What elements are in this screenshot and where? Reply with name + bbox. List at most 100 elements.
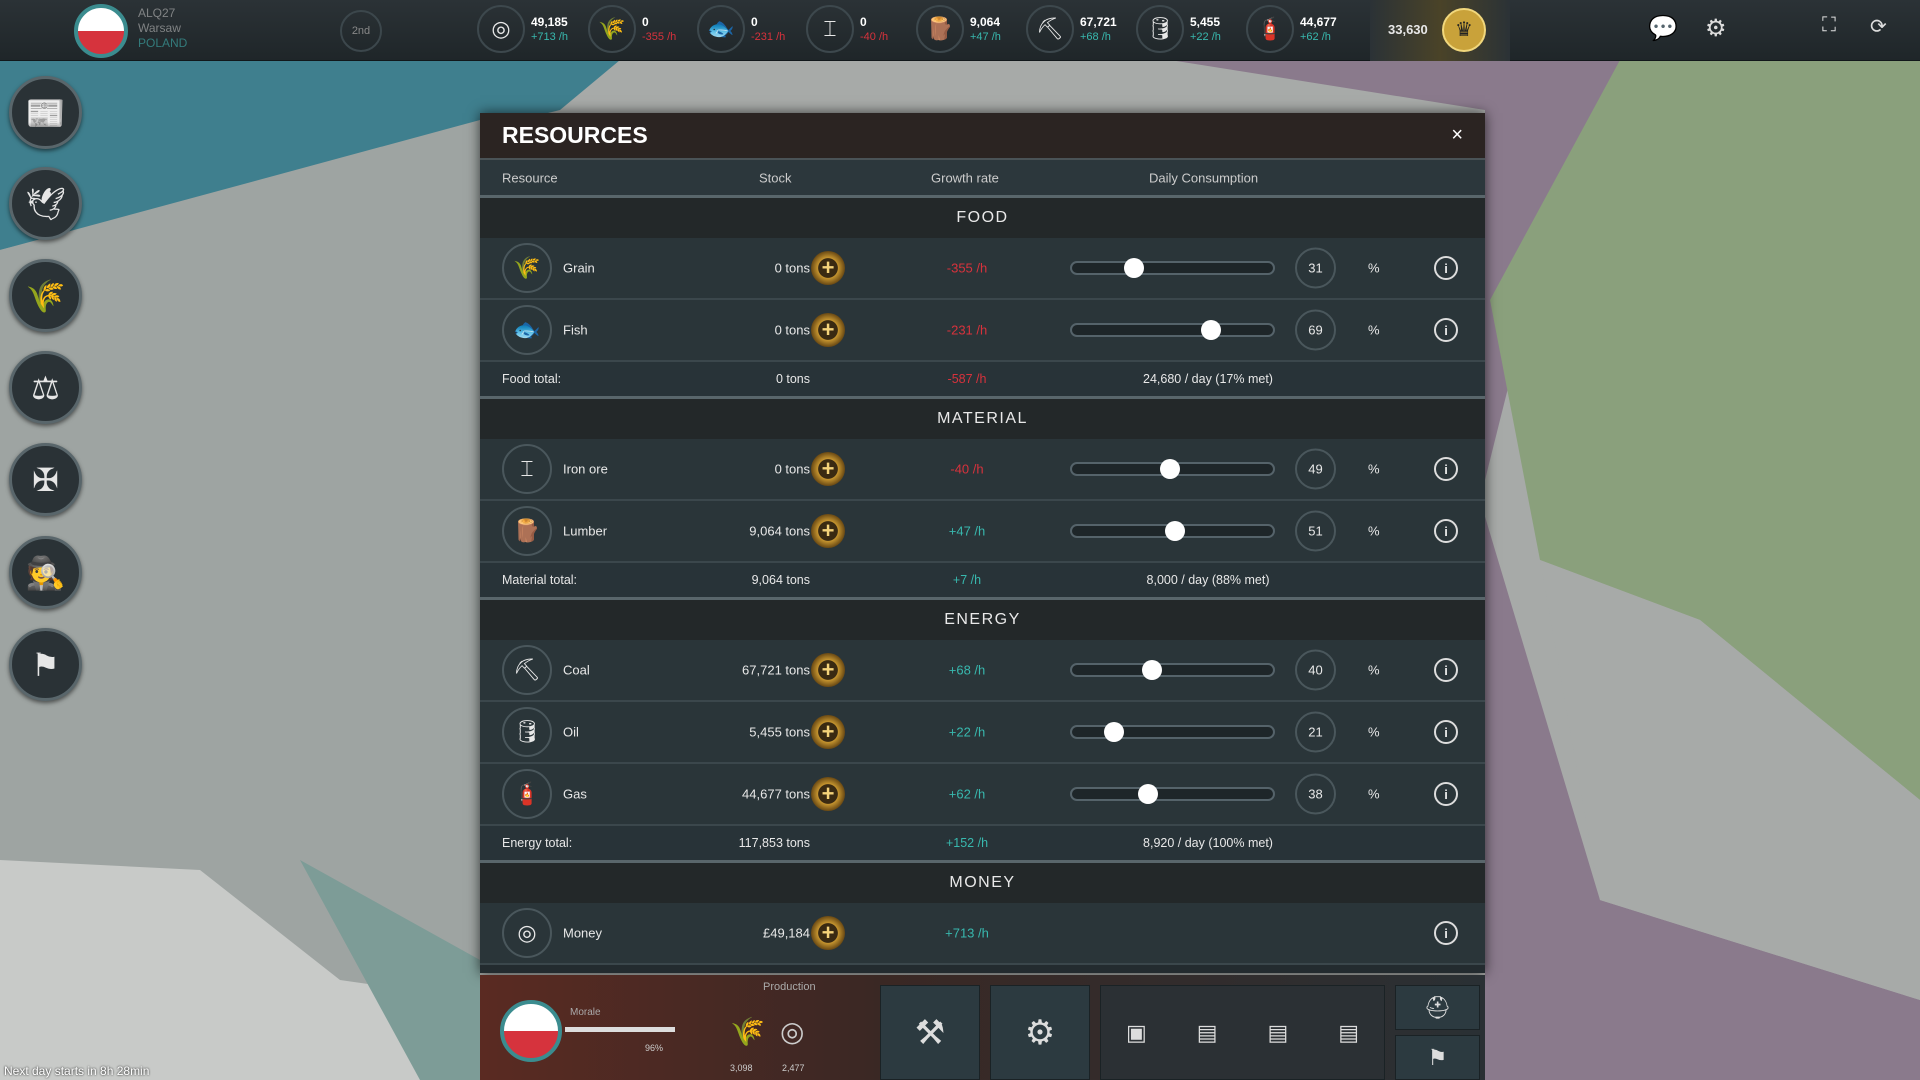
country-flag-avatar[interactable] xyxy=(74,4,128,58)
consumption-slider[interactable] xyxy=(1070,784,1275,804)
close-icon[interactable]: × xyxy=(1451,124,1463,146)
coal-cart-icon: ⛏ xyxy=(502,645,552,695)
research-gear-button[interactable]: ⚙ xyxy=(990,985,1090,1080)
consumption-slider[interactable] xyxy=(1070,459,1275,479)
settings-gear-icon[interactable]: ⚙ xyxy=(1705,15,1727,42)
build-hammer-button[interactable]: ⚒ xyxy=(880,985,980,1080)
notifications-icon[interactable]: 💬 xyxy=(1648,15,1678,42)
percent-sign: % xyxy=(1368,322,1380,338)
add-resource-button[interactable]: + xyxy=(811,916,845,950)
section-total-row: Material total: 9,064 tons +7 /h 8,000 / da… xyxy=(480,563,1485,600)
coins-icon: ◎ xyxy=(477,5,525,53)
grain-icon: 🌾 xyxy=(502,243,552,293)
info-icon[interactable]: i xyxy=(1434,921,1458,945)
topbar-resource-money[interactable]: ◎ 49,185 +713 /h xyxy=(477,5,568,53)
coins-icon: ◎ xyxy=(502,908,552,958)
section-total-row: Energy total: 117,853 tons +152 /h 8,920 / … xyxy=(480,826,1485,863)
slider-handle[interactable] xyxy=(1164,521,1185,541)
consumption-slider[interactable] xyxy=(1070,722,1275,742)
resource-rate: +47 /h xyxy=(970,30,1001,43)
sidebar-map-pin-flag-button[interactable]: ⚑ xyxy=(9,628,82,701)
add-resource-button[interactable]: + xyxy=(811,653,845,687)
info-icon[interactable]: i xyxy=(1434,256,1458,280)
topbar-resource-grain[interactable]: 🌾 0 -355 /h xyxy=(588,5,676,53)
consumption-value[interactable]: 40 xyxy=(1295,649,1336,691)
sidebar-scales-trade-button[interactable]: ⚖ xyxy=(9,351,82,424)
morale-value: 96% xyxy=(645,1043,664,1053)
helmet-button[interactable]: ⛑ xyxy=(1395,985,1480,1030)
resource-readout: 49,185 +713 /h xyxy=(531,15,568,44)
iron-beam-icon: ⌶ xyxy=(502,444,552,494)
unit-queue[interactable]: ▣ ▤ ▤ ▤ xyxy=(1100,985,1385,1080)
resource-readout: 5,455 +22 /h xyxy=(1190,15,1221,44)
sidebar-wheat-economy-button[interactable]: 🌾 xyxy=(9,259,82,332)
flag-button[interactable]: ⚑ xyxy=(1395,1035,1480,1080)
info-icon[interactable]: i xyxy=(1434,782,1458,806)
slider-handle[interactable] xyxy=(1124,258,1145,278)
resource-rate: -40 /h xyxy=(860,30,889,43)
consumption-slider[interactable] xyxy=(1070,521,1275,541)
resource-rate: +68 /h xyxy=(1080,30,1111,43)
add-resource-button[interactable]: + xyxy=(811,251,845,285)
rank-badge[interactable]: 2nd xyxy=(340,10,382,52)
slider-handle[interactable] xyxy=(1142,660,1163,680)
info-icon[interactable]: i xyxy=(1434,457,1458,481)
info-icon[interactable]: i xyxy=(1434,519,1458,543)
slider-handle[interactable] xyxy=(1138,784,1159,804)
sidebar-dove-diplomacy-button[interactable]: 🕊 xyxy=(9,167,82,240)
topbar-resource-lumber[interactable]: 🪵 9,064 +47 /h xyxy=(916,5,1001,53)
fullscreen-icon[interactable]: ⛶ xyxy=(1822,14,1836,36)
resource-readout: 9,064 +47 /h xyxy=(970,15,1001,44)
resource-rate: +22 /h xyxy=(1190,30,1221,43)
player-city: Warsaw xyxy=(138,21,181,35)
resource-readout: 67,721 +68 /h xyxy=(1080,15,1117,44)
topbar-resource-gas[interactable]: 🧯 44,677 +62 /h xyxy=(1246,5,1337,53)
coins-icon: ◎ xyxy=(780,1016,805,1047)
consumption-value[interactable]: 49 xyxy=(1295,448,1336,490)
resource-name: Oil xyxy=(563,724,579,740)
morale-bar xyxy=(565,1027,675,1032)
resource-name: Grain xyxy=(563,260,595,276)
resource-name: Coal xyxy=(563,662,590,678)
sidebar-military-emblem-button[interactable]: ✠ xyxy=(9,443,82,516)
consumption-value[interactable]: 51 xyxy=(1295,510,1336,552)
add-resource-button[interactable]: + xyxy=(811,313,845,347)
consumption-value[interactable]: 38 xyxy=(1295,773,1336,815)
table-header: Resource Stock Growth rate Daily Consump… xyxy=(480,160,1485,198)
info-icon[interactable]: i xyxy=(1434,720,1458,744)
refresh-icon[interactable]: ⟳ xyxy=(1870,16,1887,38)
slider-handle[interactable] xyxy=(1160,459,1181,479)
consumption-slider[interactable] xyxy=(1070,320,1275,340)
slider-handle[interactable] xyxy=(1200,320,1221,340)
consumption-slider[interactable] xyxy=(1070,660,1275,680)
gold-currency[interactable]: 33,630 ♛ xyxy=(1370,0,1510,61)
add-resource-button[interactable]: + xyxy=(811,514,845,548)
grain-icon: 🌾 xyxy=(588,5,636,53)
factory-icon: ▤ xyxy=(1338,1019,1360,1045)
resource-value: 0 xyxy=(860,14,867,29)
add-resource-button[interactable]: + xyxy=(811,777,845,811)
consumption-slider[interactable] xyxy=(1070,258,1275,278)
topbar-resource-fish[interactable]: 🐟 0 -231 /h xyxy=(697,5,785,53)
info-icon[interactable]: i xyxy=(1434,318,1458,342)
percent-sign: % xyxy=(1368,260,1380,276)
consumption-value[interactable]: 21 xyxy=(1295,711,1336,753)
slider-handle[interactable] xyxy=(1104,722,1125,742)
military-emblem-icon: ✠ xyxy=(32,461,59,498)
info-icon[interactable]: i xyxy=(1434,658,1458,682)
sidebar-spy-button[interactable]: 🕵 xyxy=(9,536,82,609)
sidebar-newspaper-button[interactable]: 📰 xyxy=(9,76,82,149)
total-label: Food total: xyxy=(502,372,562,386)
section-material-heading: MATERIAL xyxy=(480,399,1485,439)
consumption-value[interactable]: 69 xyxy=(1295,309,1336,351)
topbar-resource-iron-ore[interactable]: ⌶ 0 -40 /h xyxy=(806,5,888,53)
topbar-resource-coal[interactable]: ⛏ 67,721 +68 /h xyxy=(1026,5,1117,53)
add-resource-button[interactable]: + xyxy=(811,715,845,749)
topbar-resource-oil[interactable]: 🛢 5,455 +22 /h xyxy=(1136,5,1221,53)
tank-icon: ▣ xyxy=(1125,1019,1147,1045)
consumption-value[interactable]: 31 xyxy=(1295,247,1336,289)
add-resource-button[interactable]: + xyxy=(811,452,845,486)
resource-value: 5,455 xyxy=(1190,14,1221,29)
resource-name: Lumber xyxy=(563,523,608,539)
country-flag-icon[interactable] xyxy=(500,1000,562,1062)
